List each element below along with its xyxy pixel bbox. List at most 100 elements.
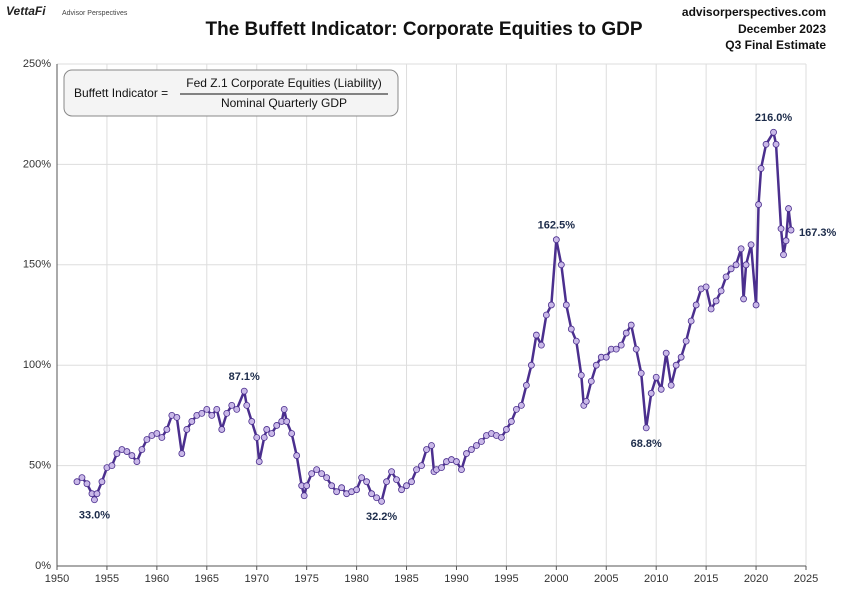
annotation: 216.0% (755, 112, 793, 124)
point (313, 466, 321, 474)
point (782, 237, 790, 245)
x-tick-label: 1950 (45, 573, 69, 585)
point (473, 442, 480, 449)
point (468, 446, 475, 453)
point (592, 361, 600, 369)
x-tick-label: 2005 (594, 573, 618, 585)
point (682, 337, 690, 345)
point (637, 369, 645, 377)
x-tick-label: 1980 (344, 573, 368, 585)
annotation: 162.5% (538, 220, 576, 232)
point (722, 273, 730, 281)
point (770, 128, 777, 136)
x-tick-label: 1985 (394, 573, 418, 585)
point (173, 414, 181, 421)
point (393, 476, 400, 484)
point (657, 385, 665, 393)
point (532, 331, 540, 339)
point (223, 409, 231, 417)
y-tick-label: 200% (23, 158, 51, 170)
formula-box: Buffett Indicator = Fed Z.1 Corporate Eq… (63, 69, 399, 117)
annotation: 33.0% (79, 510, 110, 522)
point (403, 482, 410, 490)
point (602, 353, 610, 361)
point (662, 349, 670, 357)
point (737, 245, 745, 253)
point (612, 345, 620, 353)
point (757, 165, 765, 172)
brand: VettaFi (6, 4, 46, 18)
point (363, 478, 370, 486)
point (353, 486, 361, 494)
point (647, 389, 655, 397)
y-tick-label: 100% (23, 359, 51, 371)
point (627, 321, 635, 329)
point (740, 295, 747, 303)
y-tick-label: 150% (23, 259, 51, 271)
point (83, 480, 91, 488)
formula-frame (63, 69, 399, 117)
point (478, 438, 485, 445)
brand-sub: Advisor Perspectives (62, 10, 128, 17)
point (108, 462, 116, 470)
point (203, 405, 211, 413)
y-tick-label: 250% (23, 58, 51, 70)
point (268, 430, 276, 437)
point (717, 287, 725, 295)
point (772, 140, 780, 148)
point (577, 371, 585, 379)
plot-area: 0% 50% 100% 150% 200% 250% 1950 1955 1960 1965 197… (23, 58, 837, 585)
point (458, 466, 465, 474)
point (78, 474, 86, 482)
point (373, 494, 380, 502)
date: December 2023 (738, 22, 826, 36)
x-tick-label: 1995 (494, 573, 518, 585)
point (328, 482, 336, 490)
point (323, 474, 331, 482)
point (777, 225, 785, 233)
point (368, 490, 375, 498)
point (283, 418, 291, 425)
point (138, 446, 146, 453)
point (785, 205, 792, 212)
point (413, 466, 420, 474)
point (418, 462, 425, 470)
x-tick-label: 1955 (95, 573, 119, 585)
point (667, 381, 675, 389)
point (755, 201, 762, 208)
point (280, 405, 288, 413)
point (517, 401, 525, 409)
chart-title: The Buffett Indicator: Corporate Equitie… (205, 19, 642, 40)
point (240, 387, 248, 395)
point (587, 377, 595, 385)
point (780, 251, 787, 259)
point (438, 464, 445, 472)
point (260, 434, 268, 441)
point (158, 434, 166, 441)
point (537, 341, 545, 349)
point (652, 373, 660, 381)
point (213, 405, 221, 413)
point (123, 448, 131, 455)
y-tick-label: 50% (29, 460, 51, 472)
x-tick-label: 2000 (544, 573, 568, 585)
point (113, 450, 121, 457)
point (423, 446, 430, 453)
point (153, 430, 161, 437)
x-tick-label: 1975 (294, 573, 318, 585)
point (542, 311, 550, 319)
point (747, 241, 755, 249)
point (707, 305, 715, 313)
point (727, 265, 735, 273)
formula-lhs: Buffett Indicator = (74, 86, 168, 100)
point (293, 452, 301, 459)
point (388, 468, 395, 476)
point (378, 497, 385, 505)
x-tick-label: 1960 (145, 573, 169, 585)
point (98, 478, 106, 486)
point (507, 418, 515, 425)
point (383, 478, 390, 486)
point (398, 486, 405, 494)
point (762, 140, 770, 148)
point (572, 337, 580, 345)
